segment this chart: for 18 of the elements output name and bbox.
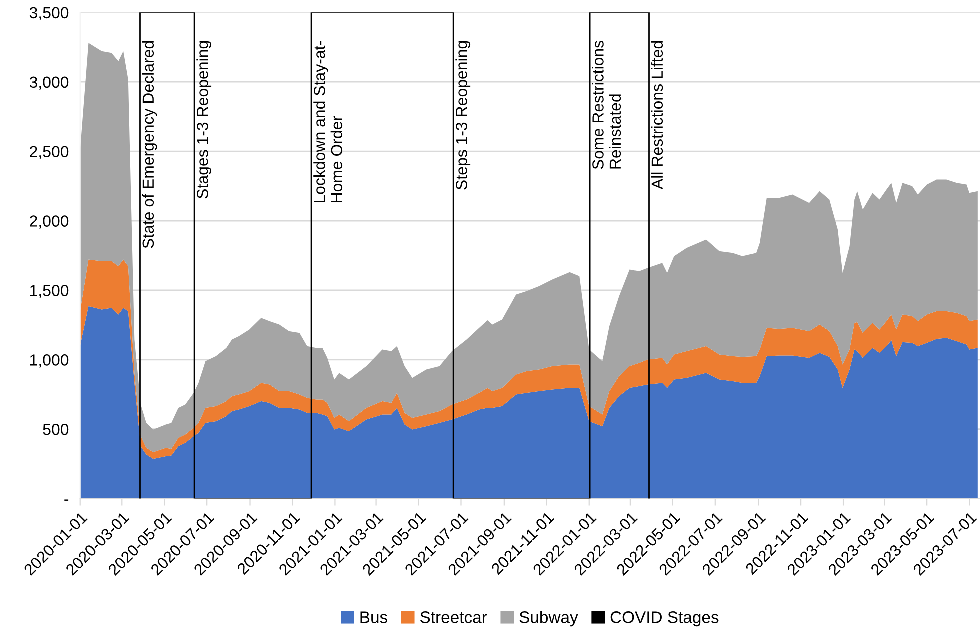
legend-label: Subway xyxy=(520,611,578,627)
y-tick-label: 1,500 xyxy=(30,285,69,298)
annotation: Some Restrictions Reinstated xyxy=(592,41,622,170)
y-tick-label: 2,500 xyxy=(30,146,69,160)
legend-label: Streetcar xyxy=(420,612,488,624)
legend-label: COVID Stages xyxy=(610,612,719,627)
annotation: Steps 1-3 Reopening xyxy=(456,41,471,190)
y-tick-label: 1,000 xyxy=(30,354,69,368)
y-tick-label: - xyxy=(64,500,69,501)
legend-label: Bus xyxy=(360,612,388,624)
annotation: Stages 1-3 Reopening xyxy=(196,41,212,199)
y-tick-label: 3,500 xyxy=(30,7,69,20)
annotation: Lockdown and Stay-at- Home Order xyxy=(314,41,343,202)
annotation: State of Emergency Declared xyxy=(142,41,158,248)
y-tick-label: 500 xyxy=(43,424,69,436)
y-tick-label: 2,000 xyxy=(30,216,69,229)
y-tick-label: 3,000 xyxy=(30,76,69,90)
annotation: All Restrictions Lifted xyxy=(651,41,664,190)
